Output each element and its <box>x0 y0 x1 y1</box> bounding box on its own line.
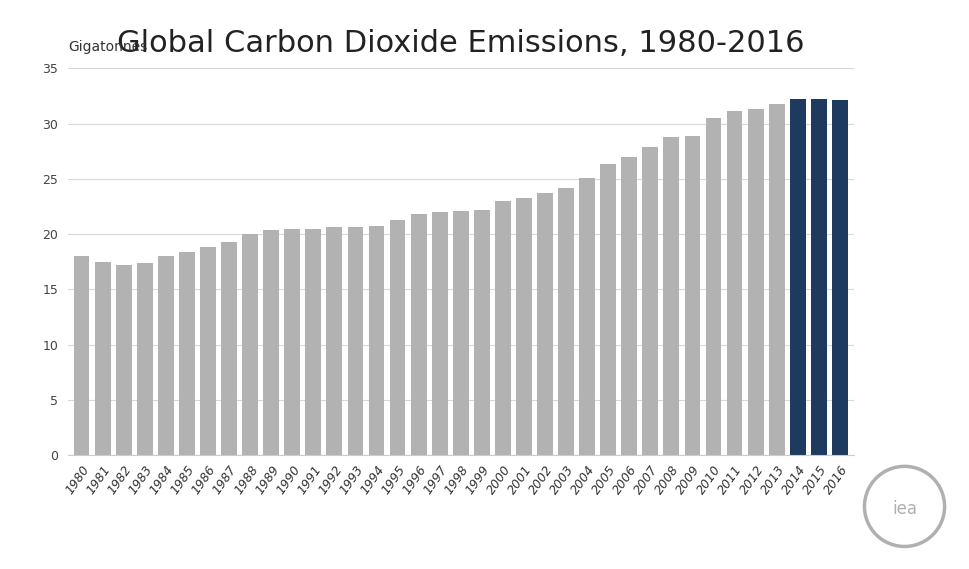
Bar <box>768 104 784 455</box>
Bar <box>663 137 678 455</box>
Bar <box>242 234 258 455</box>
Bar <box>494 201 511 455</box>
Bar <box>810 99 826 455</box>
Bar <box>179 252 195 455</box>
Bar <box>431 212 447 455</box>
Bar <box>789 99 805 455</box>
Bar <box>74 256 89 455</box>
Bar <box>347 228 363 455</box>
Bar <box>200 248 216 455</box>
Bar <box>263 230 279 455</box>
Bar <box>474 210 489 455</box>
Bar <box>305 229 321 455</box>
Bar <box>600 164 615 455</box>
Bar <box>137 263 152 455</box>
Bar <box>704 118 721 455</box>
Bar <box>95 262 110 455</box>
Bar <box>557 188 574 455</box>
Bar <box>368 226 384 455</box>
Bar <box>684 136 700 455</box>
Bar <box>158 256 173 455</box>
Bar <box>115 265 132 455</box>
Bar <box>221 242 236 455</box>
Bar <box>516 197 531 455</box>
Bar <box>537 193 552 455</box>
Text: iea: iea <box>891 500 916 518</box>
Bar <box>621 156 637 455</box>
Bar <box>410 214 426 455</box>
Bar <box>578 178 594 455</box>
Bar <box>284 229 299 455</box>
Bar <box>747 109 763 455</box>
Bar <box>641 147 658 455</box>
Bar <box>327 228 342 455</box>
Text: Gigatonnes: Gigatonnes <box>68 40 147 54</box>
Bar <box>390 220 405 455</box>
Bar <box>453 211 468 455</box>
Bar <box>726 112 741 455</box>
Bar <box>831 100 847 455</box>
Title: Global Carbon Dioxide Emissions, 1980-2016: Global Carbon Dioxide Emissions, 1980-20… <box>117 28 803 57</box>
